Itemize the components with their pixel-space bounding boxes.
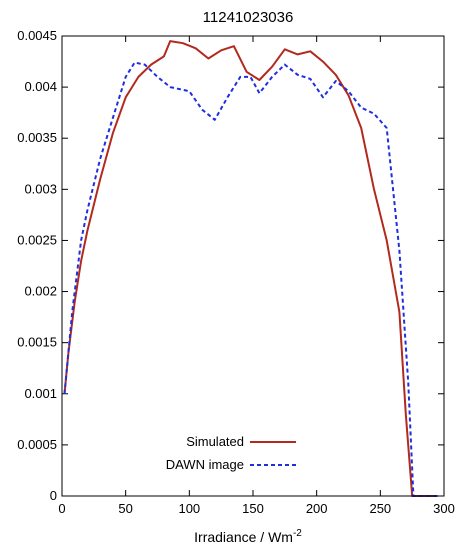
y-tick-label: 0.001 xyxy=(24,386,57,401)
y-tick-label: 0.004 xyxy=(24,79,57,94)
x-tick-label: 50 xyxy=(118,501,132,516)
x-axis-label: Irradiance / Wm-2 xyxy=(194,528,302,545)
y-tick-label: 0 xyxy=(50,488,57,503)
legend: Simulated DAWN image xyxy=(166,434,296,472)
plot-frame xyxy=(61,35,445,497)
y-tick-label: 0.0025 xyxy=(17,232,57,247)
series-line-1 xyxy=(63,40,438,497)
x-tick-label: 300 xyxy=(433,501,455,516)
series-layer xyxy=(63,40,438,497)
y-tick-label: 0.002 xyxy=(24,284,57,299)
x-tick-label: 250 xyxy=(369,501,391,516)
y-tick-label: 0.0015 xyxy=(17,335,57,350)
y-tick-label: 0.0035 xyxy=(17,130,57,145)
y-tick-label: 0.0005 xyxy=(17,437,57,452)
y-axis-ticks: 0 0.0005 0.001 0.0015 0.002 0.0025 0.003 0.0035… xyxy=(17,28,444,503)
x-tick-label: 150 xyxy=(242,501,264,516)
x-tick-label: 200 xyxy=(306,501,328,516)
x-axis-ticks: 0 50 100 150 200 250 300 xyxy=(58,36,455,516)
y-tick-label: 0.0045 xyxy=(17,28,57,43)
legend-label: DAWN image xyxy=(166,457,244,472)
x-tick-label: 0 xyxy=(58,501,65,516)
y-tick-label: 0.003 xyxy=(24,181,57,196)
x-axis-label-superscript: -2 xyxy=(293,528,302,539)
series-line-2 xyxy=(63,61,438,497)
legend-label: Simulated xyxy=(186,434,244,449)
x-tick-label: 100 xyxy=(178,501,200,516)
chart-title: 11241023036 xyxy=(203,9,294,26)
x-axis-label-text: Irradiance / Wm xyxy=(194,529,293,545)
